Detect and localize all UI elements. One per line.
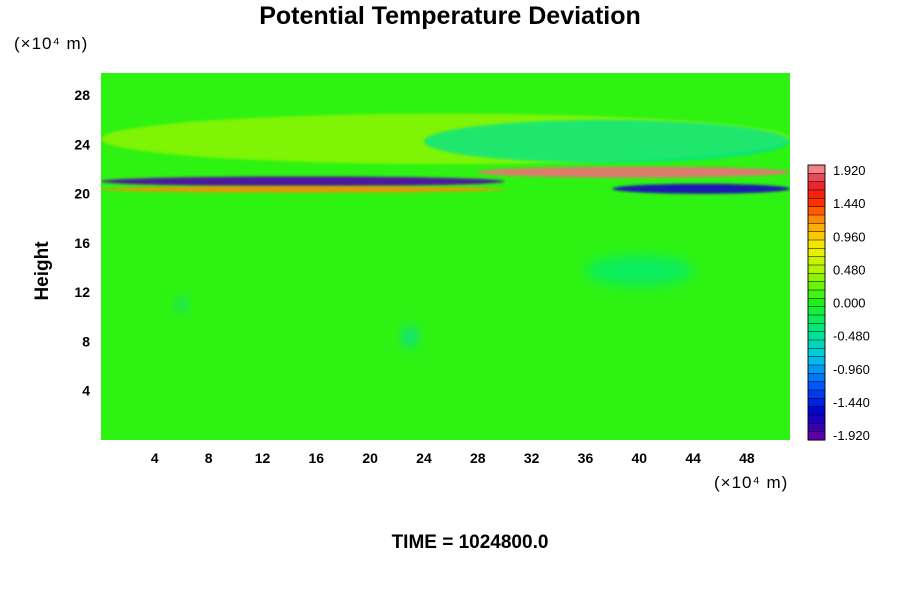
y-tick-label: 4 [82, 383, 90, 399]
colorbar-label: 0.960 [833, 229, 866, 244]
colorbar-swatch [807, 306, 826, 316]
heatmap-cell-cold-anomaly-band-east [612, 183, 790, 194]
colorbar-label: -1.920 [833, 428, 870, 443]
y-tick-label: 24 [74, 136, 90, 152]
x-tick-label: 12 [255, 450, 271, 466]
colorbar-swatch [807, 339, 826, 349]
colorbar-swatch [807, 364, 826, 374]
x-tick-label: 32 [524, 450, 540, 466]
colorbar-swatch [807, 431, 826, 441]
colorbar-label: -0.480 [833, 329, 870, 344]
colorbar-swatch [807, 373, 826, 383]
colorbar-swatch [807, 214, 826, 224]
x-tick-label: 4 [151, 450, 159, 466]
colorbar-swatch [807, 273, 826, 283]
plot-area [101, 73, 790, 440]
heatmap-cell-warm-anomaly-band [477, 166, 790, 178]
colorbar: 1.920 1.440 0.960 0.480 0.000 -0.480 -0.960 -1.… [807, 163, 870, 443]
heatmap-cell-cool-spot-a [175, 298, 189, 311]
y-tick-label: 12 [74, 284, 90, 300]
colorbar-label: 1.440 [833, 196, 866, 211]
x-tick-label: 24 [416, 450, 432, 466]
x-axis: 4 8 12 16 20 24 28 32 36 40 44 48 [151, 450, 755, 466]
colorbar-swatch [807, 423, 826, 433]
colorbar-swatch [807, 289, 826, 299]
y-tick-label: 28 [74, 87, 90, 103]
x-tick-label: 40 [631, 450, 647, 466]
colorbar-swatch [807, 406, 826, 416]
colorbar-swatch [807, 298, 826, 308]
heatmap-cell-cool-spot-b [401, 326, 419, 347]
colorbar-swatch [807, 314, 826, 324]
x-tick-label: 28 [470, 450, 486, 466]
colorbar-swatch [807, 398, 826, 408]
colorbar-swatch [807, 281, 826, 291]
colorbar-label: 0.000 [833, 296, 866, 311]
heatmap-cell-warm-stripe-low [101, 186, 505, 193]
y-tick-label: 20 [74, 186, 90, 202]
colorbar-swatch [807, 389, 826, 399]
colorbar-swatch [807, 414, 826, 424]
x-tick-label: 48 [739, 450, 755, 466]
colorbar-label: 0.480 [833, 262, 866, 277]
heatmap-cell-cool-patch-mid [585, 255, 694, 287]
y-tick-label: 8 [82, 333, 90, 349]
x-tick-label: 16 [309, 450, 325, 466]
colorbar-swatch [807, 239, 826, 249]
colorbar-swatch [807, 198, 826, 208]
x-tick-label: 44 [685, 450, 701, 466]
colorbar-swatch [807, 231, 826, 241]
colorbar-swatch [807, 173, 826, 183]
colorbar-swatch [807, 223, 826, 233]
colorbar-label: -0.960 [833, 362, 870, 377]
colorbar-swatch [807, 331, 826, 341]
colorbar-swatch [807, 206, 826, 216]
x-tick-label: 20 [362, 450, 378, 466]
colorbar-swatch [807, 181, 826, 191]
y-tick-label: 16 [74, 235, 90, 251]
y-axis: 4 8 12 16 20 24 28 [74, 87, 90, 399]
colorbar-label: 1.920 [833, 163, 866, 178]
x-tick-label: 36 [578, 450, 594, 466]
colorbar-swatch [807, 189, 826, 199]
x-axis-unit: (×10⁴ m) [714, 473, 789, 492]
colorbar-swatch [807, 164, 826, 174]
colorbar-label: -1.440 [833, 395, 870, 410]
heatmap-cell-cold-anomaly-band [101, 176, 505, 187]
x-tick-label: 8 [205, 450, 213, 466]
colorbar-swatch [807, 323, 826, 333]
colorbar-swatch [807, 356, 826, 366]
chart-title: Potential Temperature Deviation [259, 2, 641, 30]
y-axis-unit: (×10⁴ m) [14, 34, 89, 53]
colorbar-swatch [807, 256, 826, 266]
colorbar-swatch [807, 348, 826, 358]
time-label: TIME = 1024800.0 [391, 532, 549, 553]
colorbar-frame [807, 164, 826, 441]
colorbar-swatch [807, 264, 826, 274]
colorbar-swatch [807, 381, 826, 391]
heatmap-cell-cool-patch-upper [423, 119, 790, 163]
colorbar-swatch [807, 248, 826, 258]
